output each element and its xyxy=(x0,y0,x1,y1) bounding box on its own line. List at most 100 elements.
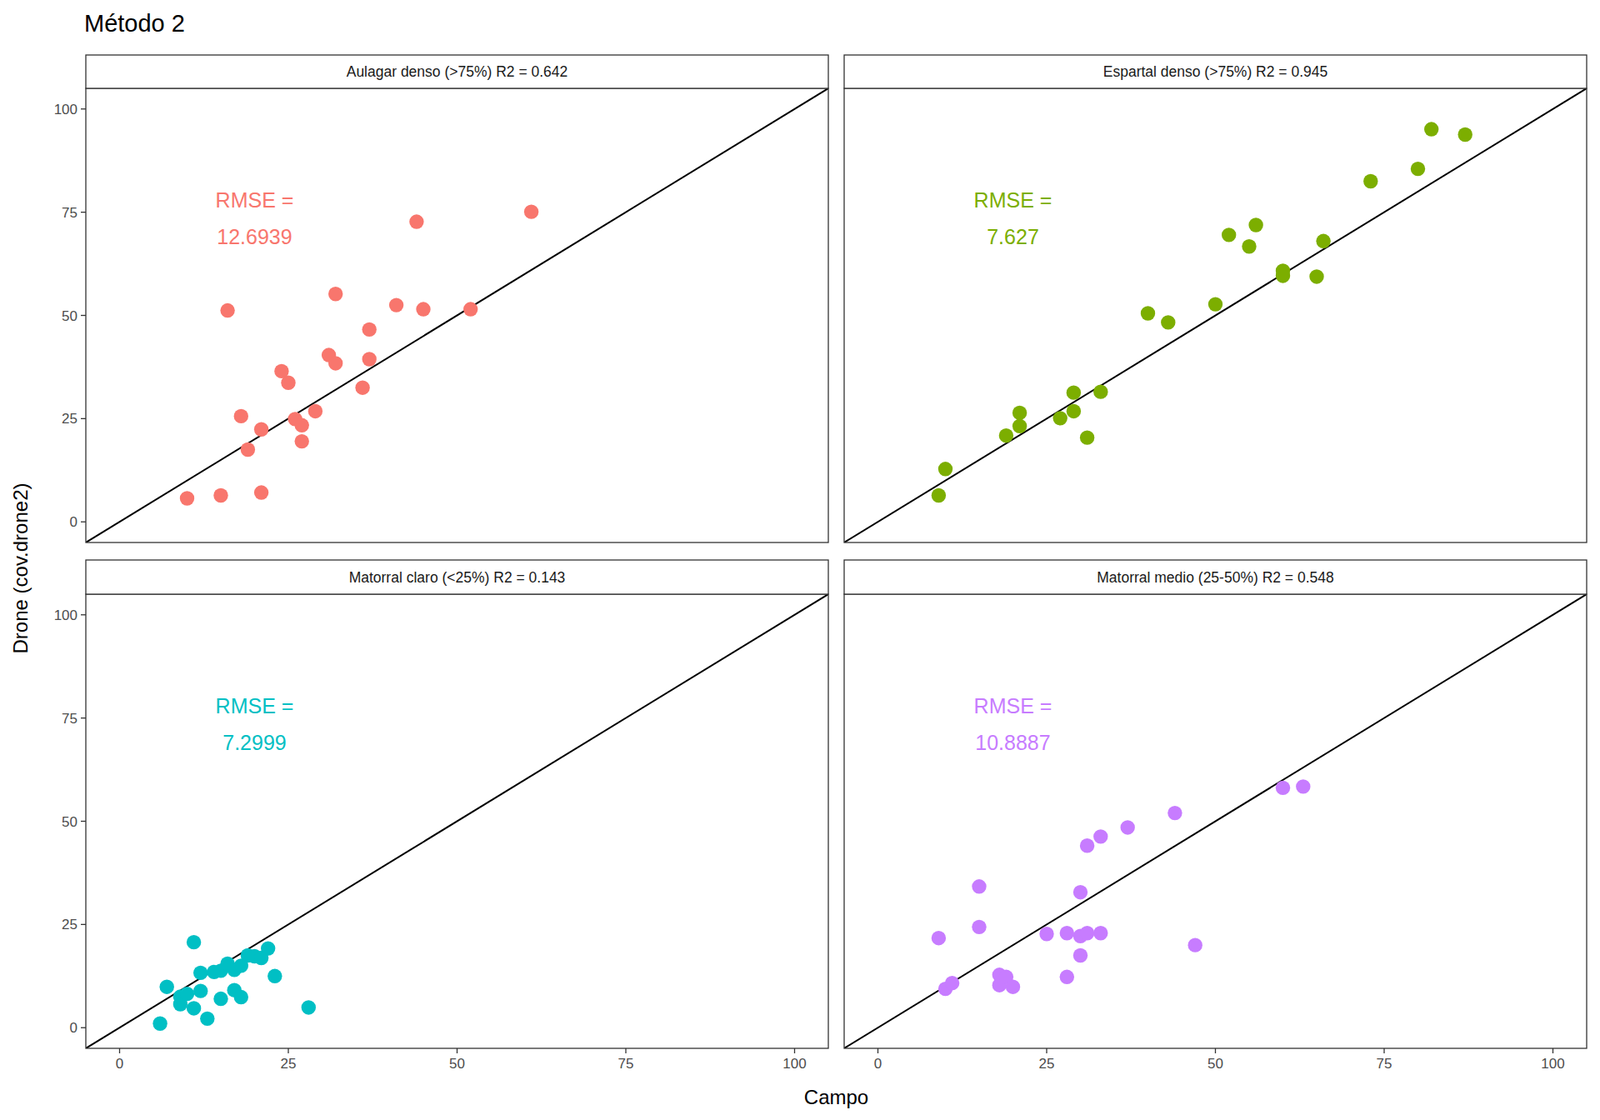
identity-line xyxy=(844,88,1587,543)
x-tick-label: 25 xyxy=(280,1055,297,1072)
point xyxy=(389,297,404,312)
strip xyxy=(844,560,1587,595)
point xyxy=(415,301,430,316)
point xyxy=(1241,239,1256,254)
x-tick-label: 100 xyxy=(782,1055,806,1072)
y-tick-label: 100 xyxy=(54,101,78,118)
x-tick-label: 75 xyxy=(618,1055,635,1072)
point xyxy=(1248,217,1263,232)
x-tick xyxy=(456,1048,458,1054)
x-tick xyxy=(1045,1048,1047,1054)
x-tick-label: 75 xyxy=(1376,1055,1393,1072)
point xyxy=(1066,385,1081,400)
panel-frame xyxy=(844,594,1587,1049)
point xyxy=(180,490,195,505)
strip xyxy=(85,55,829,89)
background xyxy=(0,0,1600,1120)
point xyxy=(1410,161,1425,176)
point xyxy=(362,351,377,366)
plot-area xyxy=(844,594,1587,1049)
point xyxy=(240,442,255,457)
panel: Matorral medio (25-50%) R2 = 0.548RMSE =… xyxy=(844,560,1587,1072)
panel-background xyxy=(844,594,1587,1049)
x-tick-label: 25 xyxy=(1039,1055,1055,1072)
point xyxy=(193,965,208,980)
strip-label: Aulagar denso (>75%) R2 = 0.642 xyxy=(346,63,569,80)
point xyxy=(1080,838,1095,853)
point xyxy=(213,991,228,1006)
point xyxy=(1160,315,1175,330)
strip-label: Matorral claro (<25%) R2 = 0.143 xyxy=(349,569,566,586)
point xyxy=(1315,234,1330,249)
y-tick xyxy=(80,315,86,316)
point xyxy=(186,1000,201,1015)
x-tick xyxy=(1383,1048,1385,1054)
panel-background xyxy=(85,88,829,543)
point xyxy=(971,879,986,894)
point xyxy=(1053,410,1068,425)
point xyxy=(295,418,310,433)
point xyxy=(1221,227,1236,242)
point xyxy=(1295,779,1310,794)
point xyxy=(945,975,960,990)
y-tick-label: 50 xyxy=(61,814,78,830)
x-axis-title: Campo xyxy=(804,1085,869,1109)
point xyxy=(193,983,208,998)
point xyxy=(213,488,228,503)
y-tick xyxy=(80,108,86,110)
point xyxy=(355,380,370,395)
point xyxy=(260,940,275,955)
point xyxy=(152,1016,167,1031)
y-tick xyxy=(80,1027,86,1029)
y-tick xyxy=(80,418,86,420)
point xyxy=(308,404,323,419)
point xyxy=(1080,430,1095,445)
point xyxy=(1120,820,1135,835)
annotation: RMSE = xyxy=(974,694,1053,718)
x-tick xyxy=(877,1048,879,1054)
point xyxy=(1140,305,1155,320)
strip xyxy=(844,55,1587,89)
point xyxy=(1424,121,1439,136)
point xyxy=(1363,174,1378,189)
panel-frame xyxy=(85,594,829,1049)
point xyxy=(1309,269,1324,284)
y-tick-label: 75 xyxy=(61,205,78,221)
point xyxy=(1275,268,1290,283)
y-axis-title: Drone (cov.drone2) xyxy=(9,483,32,655)
point xyxy=(971,920,986,935)
identity-line xyxy=(85,594,829,1049)
plot-area xyxy=(85,594,829,1049)
panel: Matorral claro (<25%) R2 = 0.143RMSE =7.… xyxy=(54,560,829,1072)
point xyxy=(938,461,953,476)
point xyxy=(1073,948,1088,963)
y-tick xyxy=(80,521,86,523)
x-tick-label: 0 xyxy=(115,1055,124,1072)
point xyxy=(999,428,1014,443)
point xyxy=(1080,925,1095,940)
annotation: 12.6939 xyxy=(216,225,292,249)
y-tick xyxy=(80,820,86,822)
point xyxy=(234,409,249,424)
point xyxy=(1458,127,1473,142)
title: Método 2 xyxy=(84,10,185,37)
point xyxy=(1093,384,1108,399)
panel-frame xyxy=(844,88,1587,543)
point xyxy=(931,488,946,503)
x-tick-label: 0 xyxy=(874,1055,882,1072)
point xyxy=(1167,805,1182,820)
point xyxy=(1012,405,1027,420)
point xyxy=(328,355,343,370)
point xyxy=(1093,925,1108,940)
x-tick xyxy=(625,1048,626,1054)
point xyxy=(295,434,310,449)
panel: Espartal denso (>75%) R2 = 0.945RMSE =7.… xyxy=(844,55,1587,543)
plot-area xyxy=(844,88,1587,543)
x-tick xyxy=(1552,1048,1554,1054)
panel-background xyxy=(85,594,829,1049)
point xyxy=(186,935,201,950)
y-tick-label: 0 xyxy=(70,1020,78,1036)
y-tick-label: 0 xyxy=(70,514,78,530)
point xyxy=(1066,404,1081,419)
point xyxy=(1060,925,1075,940)
